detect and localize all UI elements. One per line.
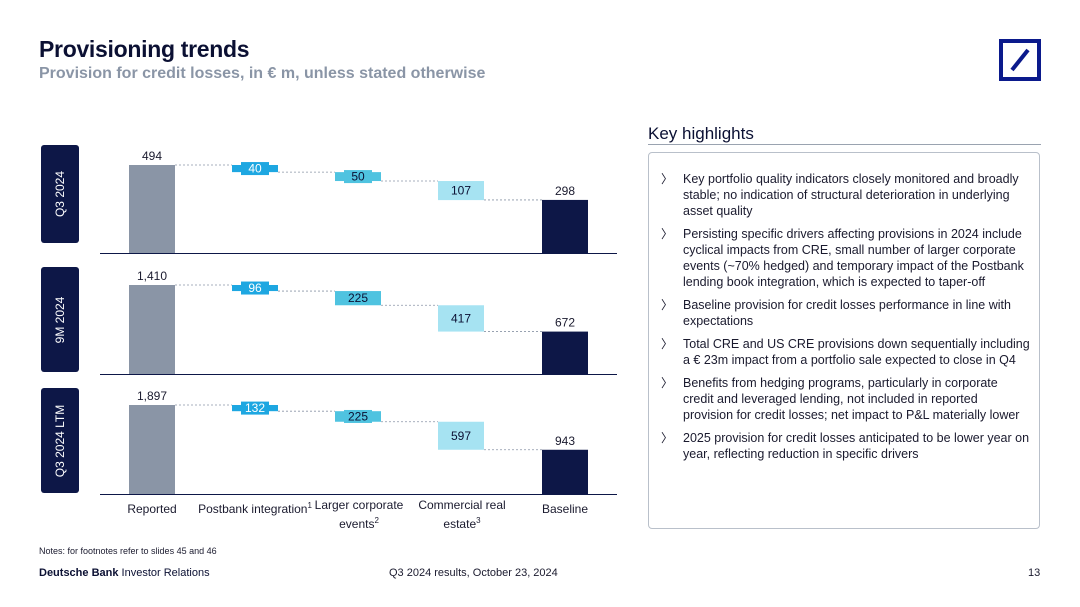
value-label-delta: 50 [351,170,365,184]
value-label-bg [344,170,372,184]
bar-baseline [542,199,588,253]
page-subtitle: Provision for credit losses, in € m, unl… [39,65,486,82]
category-label-cre: Commercial real estate3 [418,498,506,531]
highlight-item: 〉 Baseline provision for credit losses pe… [661,298,1011,328]
value-label-bg [447,184,475,198]
highlight-item: 〉 Benefits from hedging programs, particu… [661,376,1020,422]
panel-label-q3-2024: Q3 2024 [41,145,79,243]
category-label-postbank: Postbank integration1 [198,501,312,516]
value-label-reported: 494 [142,149,162,163]
value-label-delta: 225 [348,409,368,423]
value-label-delta: 107 [451,184,471,198]
bar-baseline [542,331,588,374]
footnote-text: Notes: for footnotes refer to slides 45 … [39,546,217,556]
bar-reported [129,285,175,374]
bar-reported [129,165,175,253]
value-label-reported: 1,897 [137,389,167,403]
page-title: Provisioning trends [39,36,250,62]
page-number: 13 [1028,567,1041,579]
highlight-item: 〉 Total CRE and US CRE provisions down se… [661,337,1030,367]
deutsche-bank-logo [999,39,1041,81]
highlights-box: 〉 Key portfolio quality indicators closel… [648,152,1040,529]
value-label-delta: 40 [248,162,262,176]
highlight-item: 〉 Persisting specific drivers affecting p… [661,227,1024,289]
chevron-right-icon: 〉 [661,298,674,312]
highlight-item: 〉 2025 provision for credit losses antici… [661,431,1030,461]
value-label-bg [241,281,269,295]
logo-slash-icon [1010,48,1030,72]
value-label-bg [344,291,372,305]
waterfall-chart: 494 40 50 107 298 1,410 96 225 417 672 1,897 132 225… [100,149,617,495]
category-label-baseline: Baseline [541,502,589,516]
highlight-item: 〉 Key portfolio quality indicators closel… [661,172,1019,218]
value-label-bg [241,401,269,415]
value-label-bg [241,162,269,176]
chevron-right-icon: 〉 [661,227,674,241]
chevron-right-icon: 〉 [661,172,674,186]
chevron-right-icon: 〉 [661,337,674,351]
category-label-larger-corporate: Larger corporate events2 [314,498,404,531]
category-label-reported: Reported [127,502,177,516]
value-label-delta: 417 [451,311,471,325]
value-label-bg [447,311,475,325]
value-label-bg [344,409,372,423]
value-label-delta: 225 [348,291,368,305]
panel-label-q3-2024-ltm: Q3 2024 LTM [41,388,79,493]
bar-baseline [542,449,588,494]
footer-brand: Deutsche Bank Investor Relations [39,567,210,579]
value-label-baseline: 298 [555,184,575,198]
bar-reported [129,405,175,494]
footer-date: Q3 2024 results, October 23, 2024 [389,567,558,579]
highlights-list: 〉 Key portfolio quality indicators closel… [649,153,1039,462]
value-label-baseline: 672 [555,316,575,330]
chevron-right-icon: 〉 [661,431,674,445]
value-label-baseline: 943 [555,434,575,448]
chevron-right-icon: 〉 [661,376,674,390]
highlights-divider [648,144,1041,145]
panel-label-9m-2024: 9M 2024 [41,267,79,372]
value-label-delta: 597 [451,429,471,443]
value-label-bg [447,429,475,443]
value-label-delta: 132 [245,401,265,415]
value-label-reported: 1,410 [137,269,167,283]
value-label-delta: 96 [248,281,262,295]
highlights-title: Key highlights [648,124,754,143]
